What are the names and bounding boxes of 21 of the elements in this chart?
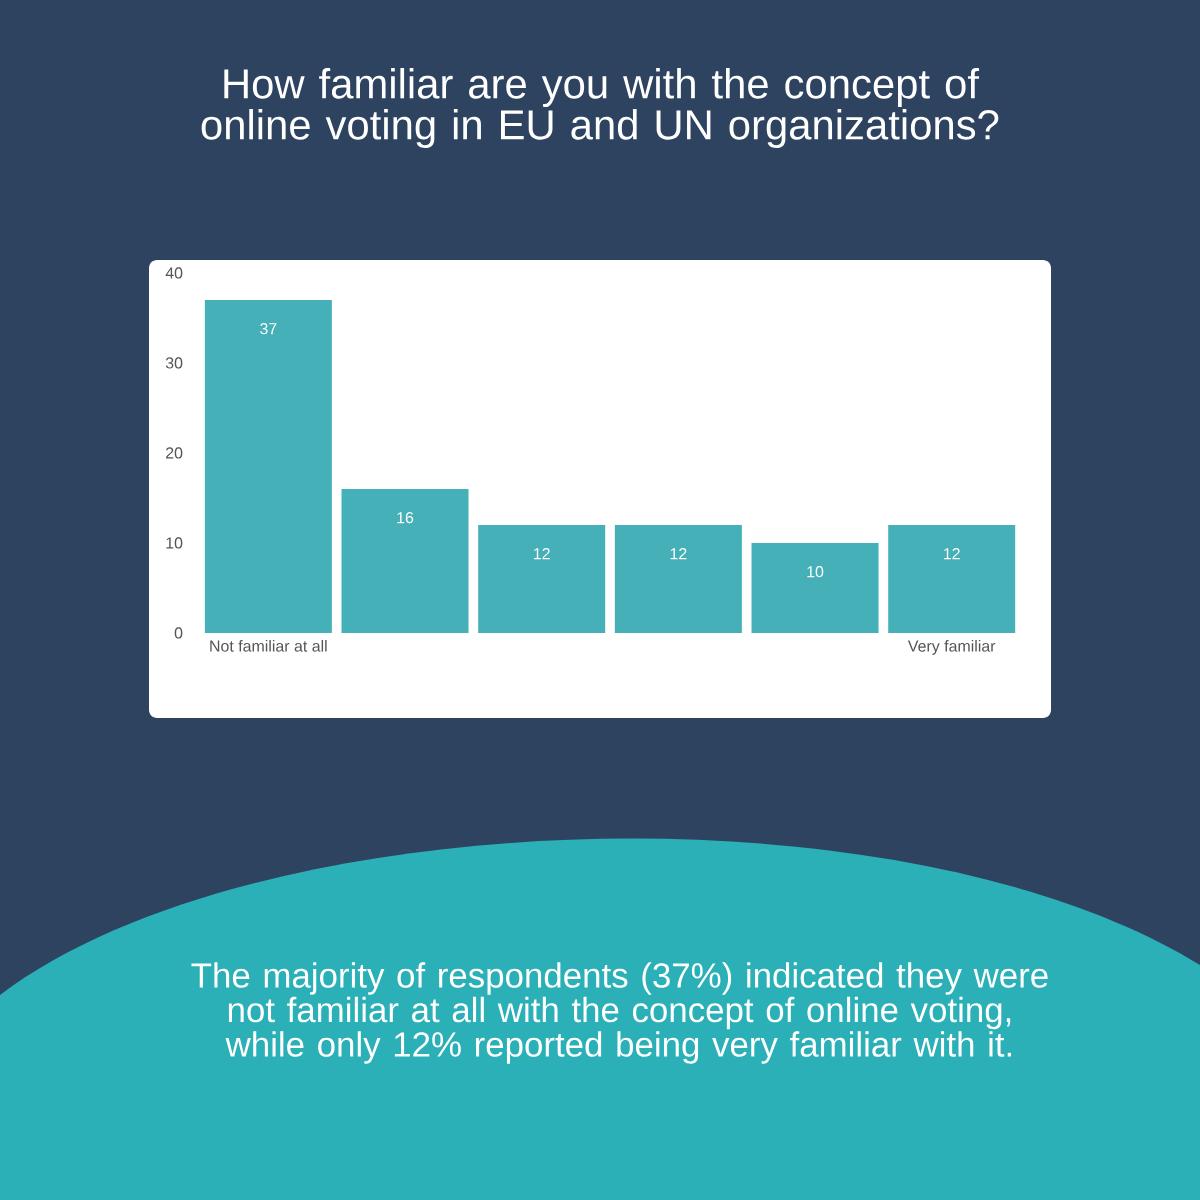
- bar: [751, 542, 879, 633]
- data-label: 12: [534, 548, 550, 560]
- data-label: 37: [260, 323, 277, 335]
- data-label: 10: [807, 566, 824, 578]
- bar: [478, 524, 606, 633]
- bar: [614, 524, 742, 633]
- data-label: 16: [397, 512, 414, 524]
- bar: [204, 299, 332, 633]
- x-tick-label: Not familiar at all: [210, 640, 327, 652]
- bar: [888, 524, 1016, 633]
- y-tick-label: 10: [166, 537, 183, 549]
- data-label: 12: [670, 548, 687, 560]
- text: The majority of respondents (37%) indicated they were not familiar at all with the concept of online voting, while only 12% reported being very familiar with it.: [191, 962, 1048, 1064]
- chart-title: How familiar are you with the concept of online voting in EU and UN organizations?: [201, 67, 999, 148]
- data-label: 12: [944, 548, 960, 560]
- y-tick-label: 40: [165, 267, 183, 279]
- y-tick-label: 30: [165, 357, 183, 369]
- bar: [341, 488, 469, 633]
- x-tick-label: Very familiar: [907, 640, 996, 655]
- y-tick-label: 0: [174, 627, 183, 639]
- y-tick-label: 20: [166, 447, 183, 459]
